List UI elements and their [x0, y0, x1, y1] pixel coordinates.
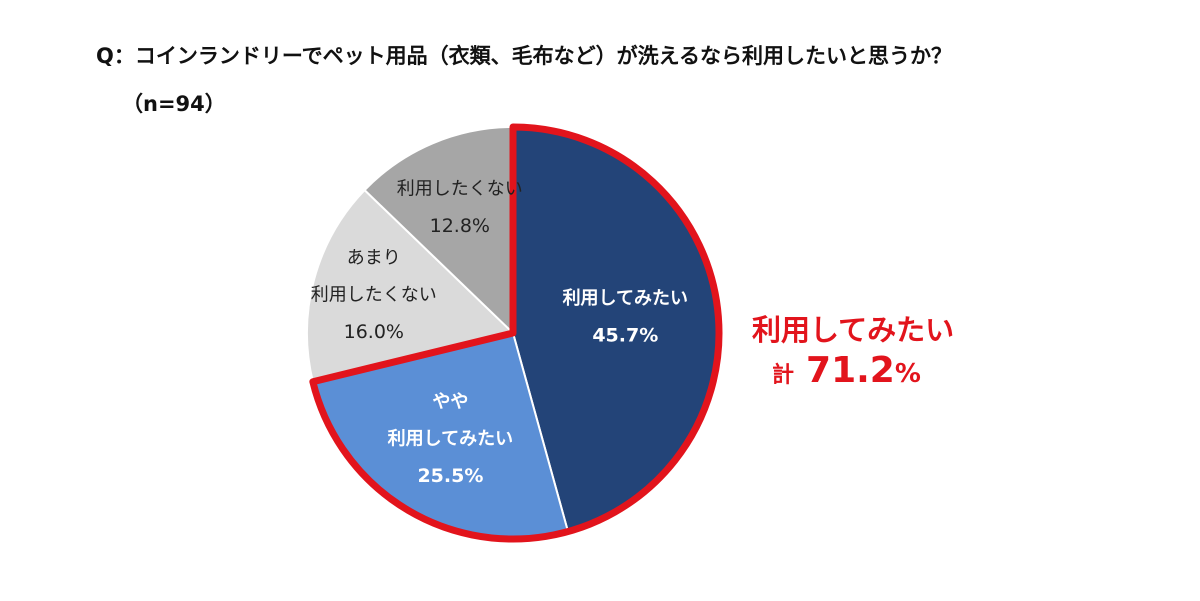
- highlight-total-value: 71.2: [806, 350, 895, 391]
- highlight-total: 計 71.2%: [772, 350, 921, 391]
- slice-value-label-2: 25.5%: [417, 465, 483, 487]
- slice-value-label-3: 16.0%: [344, 321, 404, 343]
- slice-category-label-3: あまり: [347, 247, 401, 268]
- chart-title: Q：コインランドリーでペット用品（衣類、毛布など）が洗えるなら利用したいと思うか…: [96, 44, 952, 68]
- highlight-total-unit: %: [894, 359, 921, 389]
- slice-category-label-1: 利用してみたい: [563, 287, 688, 309]
- pie-slice-4: [363, 125, 514, 336]
- highlight-total-prefix: 計: [772, 363, 795, 388]
- chart-subtitle: （n=94）: [122, 92, 226, 116]
- highlight-total-label: 利用してみたい: [752, 313, 955, 347]
- slice-category-label-2: 利用してみたい: [388, 428, 513, 450]
- slice-category-label-4: 利用したくない: [397, 178, 523, 199]
- slice-category-label-3: 利用したくない: [311, 284, 437, 305]
- slice-category-label-2: やや: [432, 392, 468, 413]
- highlight-outline: [309, 123, 723, 543]
- slice-value-label-4: 12.8%: [430, 215, 490, 237]
- slice-value-label-1: 45.7%: [592, 325, 658, 347]
- pie-slice-3: [306, 188, 516, 383]
